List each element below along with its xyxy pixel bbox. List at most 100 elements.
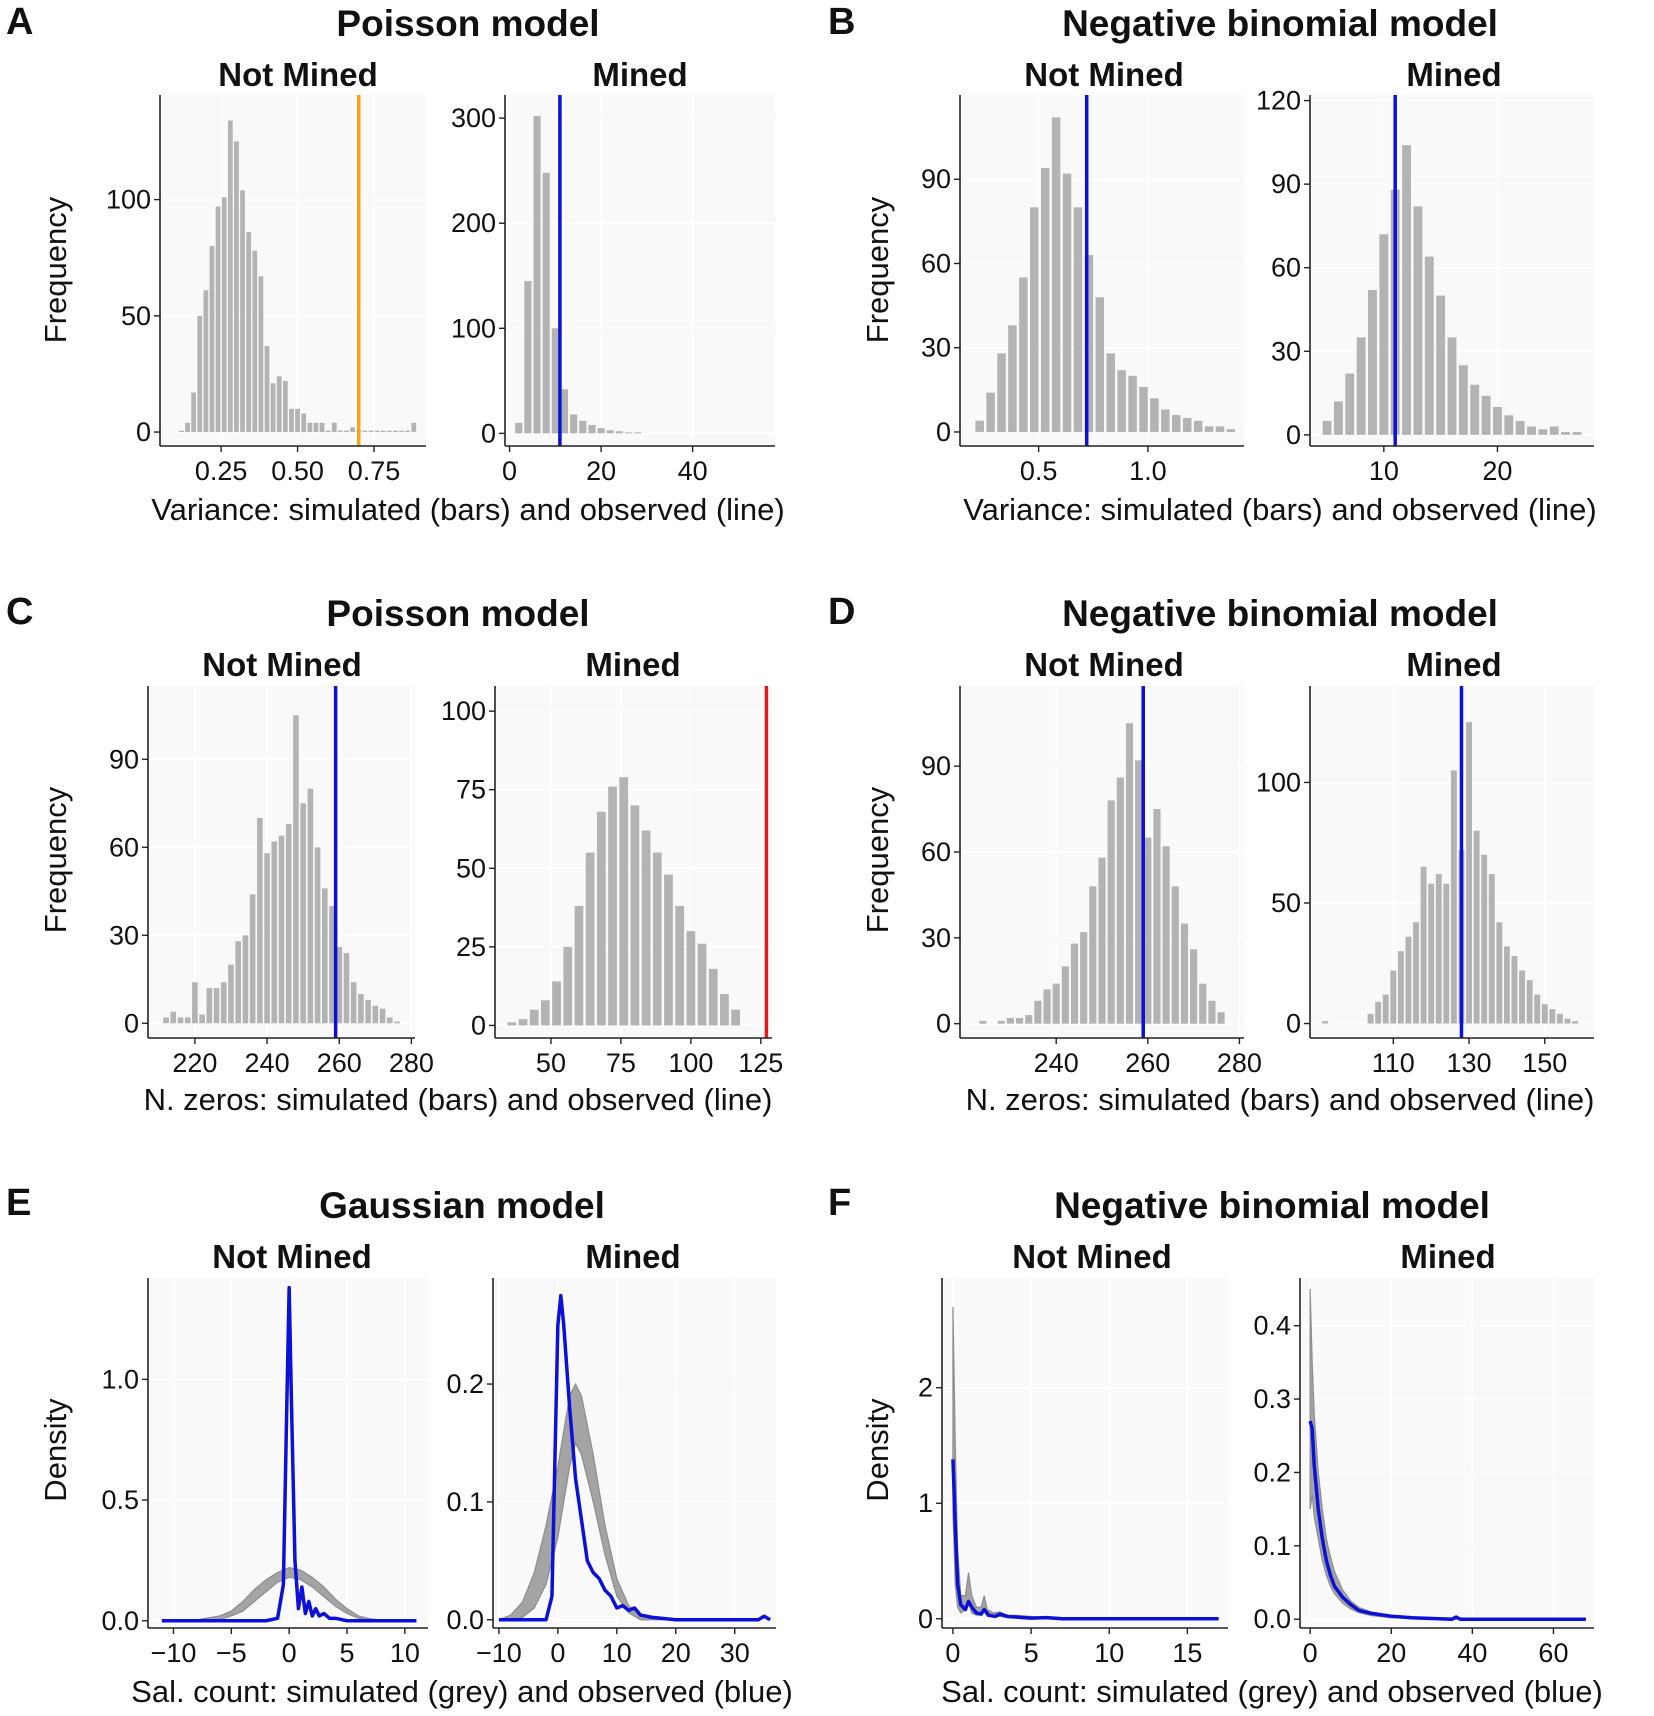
bar xyxy=(368,430,374,433)
x-tick-label: 100 xyxy=(668,1048,713,1078)
bar xyxy=(314,847,321,1024)
x-tick-label: 0.5 xyxy=(1020,456,1058,486)
bar xyxy=(619,777,629,1026)
bar xyxy=(1493,407,1502,435)
bar xyxy=(206,988,213,1024)
bar xyxy=(1424,256,1434,435)
bar xyxy=(343,952,350,1024)
bar xyxy=(1549,426,1559,435)
strip-label: Not Mined xyxy=(212,1238,371,1275)
x-tick-label: 260 xyxy=(317,1048,362,1078)
bar xyxy=(1193,420,1203,432)
y-tick-label: 0.0 xyxy=(1253,1604,1291,1634)
x-tick-label: 10 xyxy=(602,1638,632,1668)
bar xyxy=(1128,375,1137,432)
bar xyxy=(1107,800,1115,1024)
bar xyxy=(1436,295,1446,435)
bar xyxy=(213,988,220,1024)
x-tick-label: 260 xyxy=(1125,1048,1170,1078)
bar xyxy=(552,981,561,1026)
bar xyxy=(1043,989,1051,1024)
bar xyxy=(1450,770,1457,1024)
bar xyxy=(1117,370,1126,432)
bar xyxy=(249,894,256,1024)
panel-d: D Negative binomial model N. zeros: simula… xyxy=(828,591,1594,1117)
strip-label: Not Mined xyxy=(1024,56,1183,93)
bar xyxy=(533,116,541,434)
bar xyxy=(1375,1001,1382,1024)
bar xyxy=(379,1008,386,1024)
bar xyxy=(1519,970,1526,1024)
plot-background xyxy=(1300,1278,1594,1628)
bar xyxy=(365,999,371,1024)
bar xyxy=(1481,395,1491,435)
y-tick-label: 30 xyxy=(921,333,951,363)
x-tick-label: −10 xyxy=(151,1638,197,1668)
x-tick-label: −10 xyxy=(476,1638,522,1668)
bar xyxy=(1368,290,1377,435)
y-tick-label: 50 xyxy=(1271,888,1301,918)
bar xyxy=(1527,426,1536,435)
panel-letter: B xyxy=(828,1,855,43)
strip-label: Not Mined xyxy=(202,646,361,683)
x-tick-label: 10 xyxy=(1094,1638,1124,1668)
y-tick-label: 0 xyxy=(936,417,951,447)
bar xyxy=(1405,936,1412,1024)
bar xyxy=(1556,1013,1563,1024)
x-tick-label: 50 xyxy=(536,1048,566,1078)
y-tick-label: 0.2 xyxy=(1253,1457,1291,1487)
y-tick-label: 30 xyxy=(921,923,951,953)
bar xyxy=(374,430,380,433)
bar xyxy=(634,432,642,434)
panel-letter: A xyxy=(6,1,33,43)
y-tick-label: 0.3 xyxy=(1253,1384,1291,1414)
y-tick-label: 30 xyxy=(109,920,139,950)
bar xyxy=(515,422,523,434)
x-tick-label: 150 xyxy=(1522,1048,1567,1078)
bar xyxy=(329,906,335,1024)
y-tick-label: 100 xyxy=(106,185,151,215)
bar xyxy=(1098,857,1106,1024)
bar xyxy=(276,376,282,433)
strip-label: Mined xyxy=(1406,56,1501,93)
bar xyxy=(240,190,245,433)
subplot-mined: Mined 0 20 40 60 0.0 0.1 0.2 0.3 0.4 xyxy=(1253,1238,1594,1668)
bar xyxy=(1420,866,1427,1024)
bar xyxy=(270,383,276,433)
subplot-mined: Mined 10 20 0 30 60 90 120 xyxy=(1256,56,1594,486)
y-tick-label: 0.0 xyxy=(446,1605,484,1635)
y-tick-label: 0.5 xyxy=(101,1485,139,1515)
strip-label: Mined xyxy=(592,56,687,93)
bar xyxy=(1413,922,1419,1024)
y-tick-label: 50 xyxy=(121,301,151,331)
bar xyxy=(300,803,306,1024)
subplot-mined: Mined 50 75 100 125 0 25 50 75 100 xyxy=(441,646,783,1078)
bar xyxy=(1382,994,1389,1024)
bar xyxy=(1390,970,1397,1024)
bar xyxy=(1080,932,1088,1024)
bar xyxy=(227,120,233,433)
y-tick-label: 0.0 xyxy=(101,1606,139,1636)
bar xyxy=(1204,426,1214,432)
strip-label: Not Mined xyxy=(218,56,377,93)
x-axis-label: Variance: simulated (bars) and observed … xyxy=(151,492,785,527)
bar xyxy=(258,276,264,433)
bar xyxy=(163,1017,169,1024)
bar xyxy=(394,1021,400,1024)
y-tick-label: 75 xyxy=(456,775,486,805)
x-tick-label: 280 xyxy=(1217,1048,1262,1078)
bar xyxy=(350,427,356,433)
bar xyxy=(221,197,227,433)
bar xyxy=(1008,325,1017,432)
x-tick-label: −5 xyxy=(216,1638,247,1668)
bar xyxy=(1061,966,1069,1024)
y-tick-label: 60 xyxy=(109,832,139,862)
y-tick-label: 0 xyxy=(136,417,151,447)
bar xyxy=(560,389,569,434)
bar xyxy=(1466,722,1472,1024)
y-tick-label: 0 xyxy=(481,418,496,448)
x-tick-label: 0.25 xyxy=(195,456,248,486)
bar xyxy=(278,835,285,1024)
y-axis-label: Frequency xyxy=(860,196,895,343)
bar xyxy=(220,982,227,1024)
